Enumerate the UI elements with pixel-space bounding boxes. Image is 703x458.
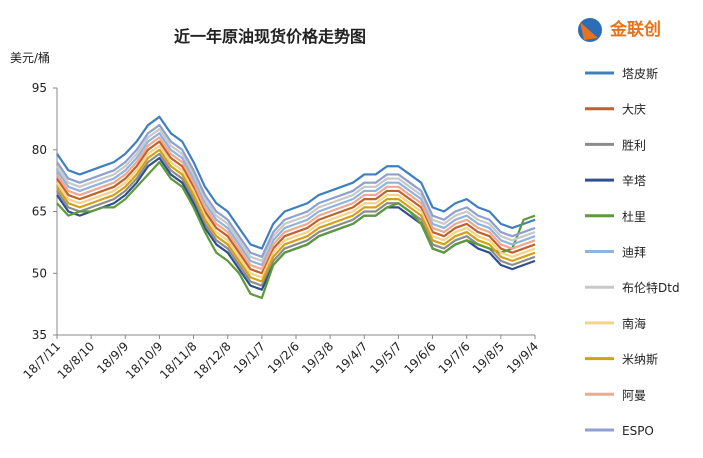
- legend-label: 迪拜: [622, 246, 646, 260]
- series-line: [56, 123, 536, 258]
- y-tick-label: 35: [32, 328, 47, 342]
- legend-label: ESPO: [622, 424, 654, 438]
- series-line: [56, 148, 536, 283]
- x-tick-label: 19/1/7: [231, 339, 268, 376]
- y-axis-label: 美元/桶: [10, 50, 50, 65]
- y-tick-label: 80: [32, 143, 47, 157]
- legend-label: 杜里: [622, 209, 646, 224]
- logo-text: 金联创: [609, 19, 661, 40]
- legend-label: 阿曼: [622, 388, 646, 402]
- x-tick-label: 19/9/4: [504, 339, 541, 376]
- x-tick-label: 19/4/7: [333, 339, 370, 376]
- chart-title: 近一年原油现货价格走势图: [174, 27, 366, 46]
- logo-icon: [580, 22, 598, 40]
- x-tick-label: 19/6/6: [401, 339, 438, 376]
- legend-label: 塔皮斯: [622, 67, 658, 81]
- x-tick-label: 19/8/5: [470, 339, 507, 376]
- series-line: [56, 144, 536, 279]
- series-line: [56, 152, 536, 287]
- y-tick-label: 65: [32, 205, 47, 219]
- legend-label: 南海: [622, 316, 646, 331]
- x-tick-label: 18/8/10: [55, 339, 98, 382]
- legend-label: 大庆: [622, 103, 646, 117]
- x-tick-label: 18/7/11: [21, 339, 64, 382]
- x-tick-label: 18/10/9: [123, 339, 166, 382]
- legend-label: 胜利: [622, 137, 646, 152]
- legend-label: 辛塔: [622, 174, 646, 188]
- series-line: [56, 161, 536, 300]
- x-tick-label: 19/3/8: [299, 339, 336, 376]
- legend-label: 米纳斯: [622, 353, 658, 367]
- legend-label: 布伦特Dtd: [622, 280, 680, 295]
- x-tick-label: 19/7/6: [436, 339, 473, 376]
- x-tick-label: 18/11/8: [157, 339, 200, 382]
- x-tick-label: 18/12/8: [191, 339, 234, 382]
- series-line: [56, 128, 536, 262]
- x-tick-label: 19/2/6: [265, 339, 302, 376]
- series-line: [56, 140, 536, 275]
- y-tick-label: 50: [32, 266, 47, 280]
- series-line: [56, 132, 536, 267]
- y-tick-label: 95: [32, 81, 47, 95]
- series-line: [56, 136, 536, 271]
- logo: 金联创: [578, 18, 661, 42]
- series-line: [56, 115, 536, 250]
- x-tick-label: 19/5/7: [367, 339, 404, 376]
